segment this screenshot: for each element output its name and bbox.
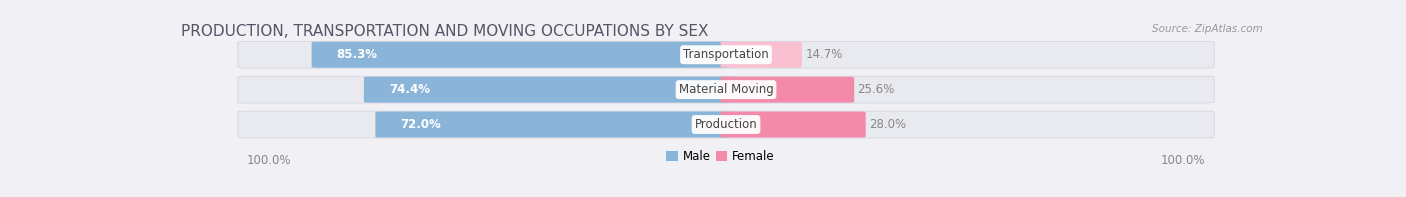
Legend: Male, Female: Male, Female bbox=[662, 145, 779, 168]
Text: 85.3%: 85.3% bbox=[336, 48, 378, 61]
Text: 25.6%: 25.6% bbox=[858, 83, 894, 96]
FancyBboxPatch shape bbox=[721, 42, 801, 68]
Text: Production: Production bbox=[695, 118, 758, 131]
Text: 74.4%: 74.4% bbox=[389, 83, 430, 96]
Text: 100.0%: 100.0% bbox=[246, 154, 291, 167]
FancyBboxPatch shape bbox=[238, 41, 1215, 68]
Text: 14.7%: 14.7% bbox=[806, 48, 842, 61]
Text: Transportation: Transportation bbox=[683, 48, 769, 61]
Text: Source: ZipAtlas.com: Source: ZipAtlas.com bbox=[1153, 24, 1263, 34]
FancyBboxPatch shape bbox=[312, 42, 731, 68]
FancyBboxPatch shape bbox=[375, 112, 731, 138]
Text: PRODUCTION, TRANSPORTATION AND MOVING OCCUPATIONS BY SEX: PRODUCTION, TRANSPORTATION AND MOVING OC… bbox=[181, 24, 709, 39]
FancyBboxPatch shape bbox=[721, 112, 866, 138]
FancyBboxPatch shape bbox=[238, 76, 1215, 103]
FancyBboxPatch shape bbox=[364, 77, 731, 103]
FancyBboxPatch shape bbox=[721, 77, 855, 103]
Text: Material Moving: Material Moving bbox=[679, 83, 773, 96]
FancyBboxPatch shape bbox=[238, 111, 1215, 138]
Text: 28.0%: 28.0% bbox=[869, 118, 905, 131]
Text: 100.0%: 100.0% bbox=[1161, 154, 1205, 167]
Text: 72.0%: 72.0% bbox=[401, 118, 441, 131]
